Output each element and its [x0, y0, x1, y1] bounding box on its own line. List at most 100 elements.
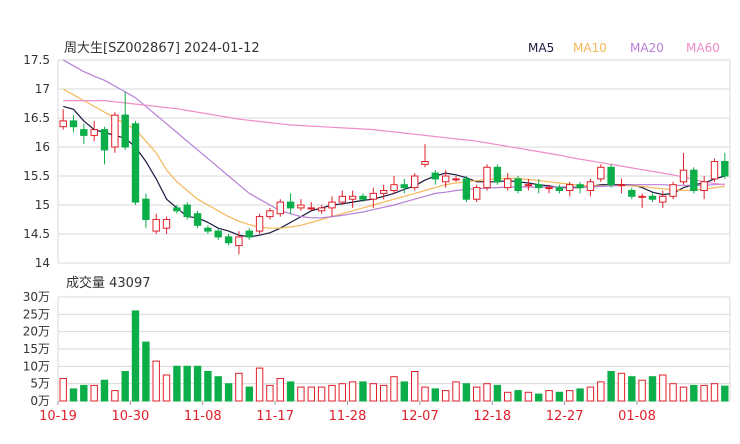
ma-line-ma5 [63, 105, 725, 238]
candle-body [535, 184, 543, 189]
candle [328, 196, 336, 217]
candle-body [111, 114, 119, 148]
volume-tick-label: 5万 [30, 377, 50, 391]
volume-bar [566, 390, 574, 402]
candle-body [152, 219, 160, 232]
candle [369, 187, 378, 208]
candle [607, 164, 615, 188]
candle [380, 184, 388, 200]
chart-title: 周大生[SZ002867] 2024-01-12 [64, 41, 260, 56]
volume-bar [390, 376, 398, 402]
volume-bar [524, 391, 533, 402]
volume-bar [297, 386, 305, 402]
candle [462, 176, 471, 203]
date-axis: 10-19 10-30 11-08 11-17 11-28 12-07 12-18 12-27… [39, 401, 656, 424]
volume-bar [442, 390, 450, 402]
volume-bar [369, 383, 378, 402]
volume-bar [183, 365, 191, 402]
candle [442, 170, 450, 188]
volume-tick-label: 25万 [23, 307, 50, 321]
volume-bar [648, 376, 657, 402]
candle-body [442, 175, 450, 183]
volume-bar [111, 390, 119, 402]
candle-body [328, 201, 336, 209]
volume-bar [255, 367, 264, 402]
candle [131, 120, 140, 205]
candle-body [235, 236, 243, 247]
volume-bar [545, 390, 553, 402]
volume-bar [204, 371, 212, 402]
date-tick-label: 10-30 [111, 409, 149, 424]
volume-tick-label: 15万 [23, 342, 50, 356]
volume-bar [607, 371, 615, 402]
candle-body [224, 236, 233, 244]
volume-bar [100, 379, 109, 402]
candle-body [721, 161, 729, 177]
volume-bar [59, 378, 67, 402]
candle-body [659, 195, 667, 203]
date-tick-label: 12-18 [473, 409, 511, 424]
candle-body [700, 181, 708, 192]
volume-bar [535, 393, 543, 402]
volume-tick-label: 10万 [23, 359, 50, 373]
volume-bar [380, 384, 388, 402]
candle [100, 126, 109, 165]
candle-body [69, 120, 78, 128]
volume-bar [597, 381, 605, 402]
candle [669, 181, 677, 200]
volume-bar [338, 383, 347, 402]
volume-bar [80, 384, 88, 402]
volume-bar [266, 384, 274, 402]
legend-ma10: MA10 [573, 41, 607, 55]
volume-bar [576, 388, 584, 402]
candle [576, 181, 584, 194]
candle [59, 109, 67, 130]
volume-bar [121, 371, 129, 402]
volume-bar [679, 386, 688, 402]
candle-body [679, 169, 688, 183]
candle-body [131, 123, 140, 203]
volume-tick-label: 20万 [23, 325, 50, 339]
volume-bar [90, 384, 98, 402]
candle [421, 144, 429, 168]
candle-body [173, 207, 181, 212]
volume-bar [193, 365, 202, 402]
candle-body [380, 190, 388, 194]
candle-body [566, 184, 574, 191]
price-tick-label: 14 [35, 256, 50, 270]
candle [69, 115, 78, 133]
candle [152, 213, 160, 234]
volume-bar [493, 384, 502, 402]
candle-body [524, 184, 533, 187]
legend-ma60: MA60 [686, 41, 720, 55]
volume-bar [400, 381, 409, 402]
candle-body [576, 184, 584, 189]
candle [690, 167, 698, 194]
price-tick-label: 14.5 [23, 227, 50, 241]
volume-bar [142, 341, 150, 402]
volume-bar [483, 383, 491, 402]
candle-body [493, 166, 502, 183]
candle-body [411, 175, 419, 189]
volume-title: 成交量 43097 [66, 275, 151, 291]
candle-body [369, 192, 378, 200]
legend-ma5: MA5 [528, 41, 554, 55]
candle [721, 152, 729, 179]
candle-body [555, 187, 564, 192]
candle-body [669, 184, 677, 197]
volume-bar [307, 386, 316, 402]
ma-line-ma20 [62, 59, 725, 219]
candle-body [245, 230, 254, 238]
date-tick-label: 12-27 [546, 409, 584, 424]
candle-body [431, 172, 440, 180]
volume-bar [162, 374, 171, 402]
candle [452, 176, 460, 182]
candle [535, 178, 543, 194]
volume-bar [710, 383, 719, 402]
candle-body [121, 114, 129, 148]
candle-body [100, 129, 109, 151]
date-tick-label: 12-07 [401, 409, 439, 424]
volume-bar [431, 388, 440, 402]
candle [297, 199, 305, 211]
candle-body [710, 161, 719, 180]
